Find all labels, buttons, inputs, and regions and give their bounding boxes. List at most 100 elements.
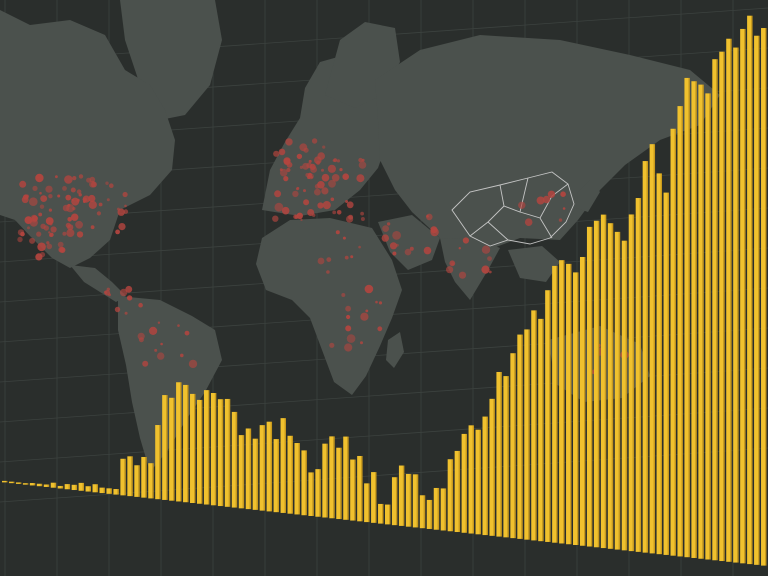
bar <box>162 395 166 500</box>
bar-shade <box>20 482 22 484</box>
map-hotspot-dot <box>65 195 71 201</box>
map-hotspot-dot <box>64 175 73 184</box>
bar-shade <box>264 425 266 511</box>
bar-shade <box>542 319 544 541</box>
map-hotspot-dot <box>38 213 42 217</box>
bar-shade <box>41 484 43 486</box>
bar-shade <box>354 460 356 521</box>
map-hotspot-dot <box>49 209 52 212</box>
map-hotspot-dot <box>142 361 148 367</box>
map-hotspot-dot <box>309 160 312 163</box>
bar-shade <box>598 221 600 548</box>
map-hotspot-dot <box>123 192 128 197</box>
bar-shade <box>124 459 126 496</box>
bar <box>413 474 417 527</box>
map-hotspot-dot <box>40 205 44 209</box>
map-hotspot-dot <box>345 256 349 260</box>
bar-shade <box>131 456 133 496</box>
map-hotspot-dot <box>318 258 325 265</box>
map-hotspot-dot <box>347 201 354 208</box>
map-hotspot-dot <box>322 146 325 149</box>
bar-shade <box>236 412 238 508</box>
bar-shade <box>619 232 621 550</box>
bar-shade <box>55 483 57 488</box>
map-hotspot-dot <box>303 189 306 192</box>
bar <box>260 425 264 511</box>
bar <box>343 437 347 520</box>
bar <box>113 489 117 495</box>
map-hotspot-dot <box>39 192 42 195</box>
bar-shade <box>410 474 412 527</box>
bar <box>16 482 20 484</box>
bar-shade <box>291 436 293 514</box>
map-hotspot-dot <box>158 322 160 324</box>
map-hotspot-dot <box>75 221 83 229</box>
bar <box>134 465 138 497</box>
bar-shade <box>187 385 189 502</box>
bar <box>51 483 55 488</box>
map-hotspot-dot <box>312 214 315 217</box>
bar <box>183 385 187 502</box>
map-hotspot-dot <box>317 181 325 189</box>
bar <box>267 422 271 512</box>
bar-shade <box>591 227 593 547</box>
map-hotspot-dot <box>410 247 414 251</box>
bar-shade <box>654 144 656 553</box>
map-hotspot-dot <box>333 158 337 162</box>
map-hotspot-dot <box>317 202 323 208</box>
bar-shade <box>62 486 64 489</box>
bar <box>754 36 758 565</box>
bar <box>392 477 396 525</box>
map-hotspot-dot <box>451 262 454 265</box>
map-hotspot-dot <box>157 352 164 359</box>
map-hotspot-dot <box>79 174 83 178</box>
bar-shade <box>417 474 419 527</box>
bar <box>246 428 250 509</box>
map-hotspot-dot <box>285 138 292 145</box>
map-hotspot-dot <box>115 230 120 235</box>
bar-shade <box>556 266 558 543</box>
map-hotspot-dot <box>18 229 24 235</box>
bar-shade <box>89 486 91 491</box>
bar-shade <box>514 353 516 538</box>
bar <box>469 425 473 533</box>
bar <box>322 444 326 518</box>
bar-shade <box>486 417 488 536</box>
map-hotspot-dot <box>563 207 566 210</box>
bar <box>232 412 236 508</box>
map-hotspot-dot <box>350 255 353 258</box>
map-hotspot-dot <box>360 341 363 344</box>
bar <box>44 484 48 486</box>
map-hotspot-dot <box>365 310 368 313</box>
bar <box>510 353 514 538</box>
bar <box>608 223 612 549</box>
bar <box>705 93 709 559</box>
map-hotspot-dot <box>300 219 302 221</box>
map-hotspot-dot <box>337 210 342 215</box>
bar <box>127 456 131 496</box>
bar-shade <box>521 335 523 539</box>
map-hotspot-dot <box>360 313 368 321</box>
bar <box>587 227 591 547</box>
bar-shade <box>257 439 259 510</box>
bar <box>434 488 438 530</box>
map-hotspot-dot <box>336 230 340 234</box>
bar <box>120 459 124 496</box>
map-hotspot-dot <box>47 244 53 250</box>
bar <box>531 310 535 540</box>
bar-shade <box>166 395 168 500</box>
bar-shade <box>96 484 98 492</box>
bar-shade <box>459 451 461 532</box>
map-hotspot-dot <box>118 223 125 230</box>
map-hotspot-dot <box>345 325 351 331</box>
bar <box>253 439 257 510</box>
map-hotspot-dot <box>375 301 378 304</box>
bar <box>636 198 640 552</box>
map-hotspot-dot <box>343 237 346 240</box>
map-hotspot-dot <box>329 343 334 348</box>
map-hotspot-dot <box>29 238 35 244</box>
map-hotspot-dot <box>314 189 321 196</box>
bar <box>503 376 507 537</box>
bar-shade <box>730 39 732 562</box>
map-hotspot-dot <box>348 215 353 220</box>
